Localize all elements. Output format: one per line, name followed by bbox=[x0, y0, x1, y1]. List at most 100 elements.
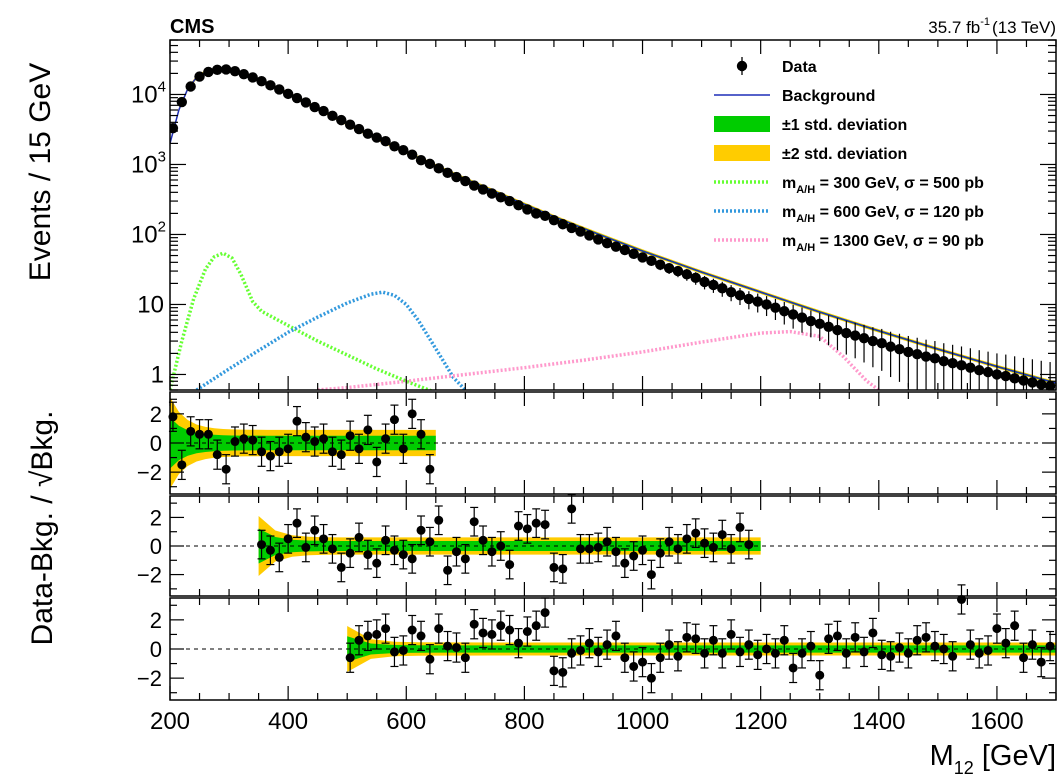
legend-label: ±1 std. deviation bbox=[782, 117, 907, 134]
pull-ylabel: Data-Bkg. / √Bkg. bbox=[26, 411, 59, 646]
pull1300-point bbox=[1036, 657, 1046, 667]
pull1300-point bbox=[1045, 641, 1055, 651]
pull1300-ytick-label: 2 bbox=[150, 608, 162, 633]
data-point bbox=[203, 66, 214, 78]
data-point bbox=[353, 123, 365, 135]
pull600-point bbox=[735, 522, 745, 532]
pull1300-point bbox=[593, 647, 603, 657]
data-point bbox=[743, 293, 755, 305]
legend-label-main: m bbox=[782, 233, 796, 250]
pull1300-point bbox=[708, 635, 718, 645]
data-point bbox=[1036, 379, 1047, 390]
pull1300-point bbox=[939, 644, 949, 654]
data-point bbox=[717, 283, 728, 294]
data-point bbox=[460, 175, 471, 187]
pull300-point bbox=[257, 447, 267, 457]
data-point bbox=[1000, 370, 1011, 382]
pull600-point bbox=[682, 534, 692, 544]
pull1300-point bbox=[868, 628, 878, 638]
pull1300-point bbox=[576, 645, 586, 655]
pull600-point bbox=[283, 534, 293, 544]
data-point bbox=[610, 241, 622, 252]
pull1300-point bbox=[921, 632, 931, 642]
pull1300-point bbox=[425, 654, 435, 664]
pull1300-point bbox=[549, 666, 559, 676]
legend-label-rest: = 1300 GeV, σ = 90 pb bbox=[815, 233, 984, 250]
data-point bbox=[256, 75, 267, 87]
pull1300-point bbox=[513, 638, 523, 648]
pull300-point bbox=[327, 447, 337, 457]
pull300-1sigma-band bbox=[170, 417, 436, 469]
legend-label-sub: A/H bbox=[796, 213, 815, 225]
data-point bbox=[672, 265, 684, 277]
pull1300-point bbox=[558, 667, 568, 677]
x-axis-label: M12 [GeV] bbox=[930, 740, 1056, 778]
pull600-point bbox=[443, 565, 453, 575]
data-point bbox=[974, 365, 985, 376]
pull-panel-600: 2 0 −2 bbox=[137, 493, 1057, 597]
pull600-point bbox=[611, 547, 621, 557]
pull1300-point bbox=[363, 631, 373, 641]
pull300-point bbox=[283, 444, 293, 454]
x-tick-label: 600 bbox=[386, 708, 426, 735]
pull1300-point bbox=[824, 634, 834, 644]
pull600-point bbox=[319, 534, 329, 544]
data-point bbox=[229, 65, 241, 77]
pull600-point bbox=[487, 547, 497, 557]
pull300-point bbox=[354, 444, 364, 454]
pull600-point bbox=[593, 542, 603, 552]
pull300-point bbox=[203, 429, 213, 439]
legend-label-sub: A/H bbox=[796, 184, 815, 196]
pull300-point bbox=[301, 432, 311, 442]
data-point bbox=[858, 332, 870, 344]
pull1300-point bbox=[753, 650, 763, 660]
pull1300-point bbox=[1001, 638, 1011, 648]
data-point bbox=[327, 110, 338, 122]
x-tick-label: 1600 bbox=[970, 708, 1023, 735]
main-ytick-label: 10 bbox=[137, 291, 164, 318]
pull1300-point bbox=[602, 640, 612, 650]
data-point bbox=[584, 230, 595, 241]
pull1300-point bbox=[434, 624, 444, 634]
legend-label-sub: A/H bbox=[796, 242, 815, 254]
x-axis-label-sub: 12 bbox=[954, 758, 974, 778]
legend-label-rest: = 600 GeV, σ = 120 pb bbox=[815, 204, 984, 221]
pull600-point bbox=[496, 541, 506, 551]
pull600-point bbox=[620, 558, 630, 568]
pull600-point bbox=[744, 540, 754, 550]
pull1300-point bbox=[1019, 653, 1029, 663]
pull600-point bbox=[708, 542, 718, 552]
pull1300-point bbox=[992, 624, 1002, 634]
data-point bbox=[185, 81, 196, 92]
pull1300-point bbox=[762, 644, 772, 654]
pull600-point bbox=[265, 545, 275, 555]
pull300-point bbox=[372, 457, 382, 467]
data-point bbox=[531, 208, 542, 219]
pull300-point bbox=[239, 434, 249, 444]
pull300-point bbox=[336, 450, 346, 460]
pull300-point bbox=[292, 416, 302, 426]
data-point bbox=[513, 199, 524, 211]
data-point bbox=[451, 171, 462, 183]
pull600-point bbox=[531, 518, 541, 528]
pull1300-point bbox=[381, 624, 391, 634]
pull1300-point bbox=[531, 621, 541, 631]
pull1300-point bbox=[700, 648, 710, 658]
pull600-point bbox=[336, 562, 346, 572]
data-point bbox=[593, 234, 604, 245]
pull1300-point bbox=[460, 653, 470, 663]
data-point bbox=[406, 149, 418, 160]
main-ytick-label: 1 bbox=[151, 361, 164, 388]
pull600-point bbox=[540, 520, 550, 530]
legend-marker bbox=[736, 60, 748, 72]
data-point bbox=[176, 96, 188, 108]
pull1300-point bbox=[965, 640, 975, 650]
pull300-point bbox=[407, 409, 417, 419]
legend-label-rest: = 300 GeV, σ = 500 pb bbox=[815, 175, 984, 192]
pull1300-point bbox=[770, 648, 780, 658]
pull1300-point bbox=[655, 653, 665, 663]
pull300-point bbox=[186, 426, 196, 436]
pull1300-point bbox=[691, 634, 701, 644]
